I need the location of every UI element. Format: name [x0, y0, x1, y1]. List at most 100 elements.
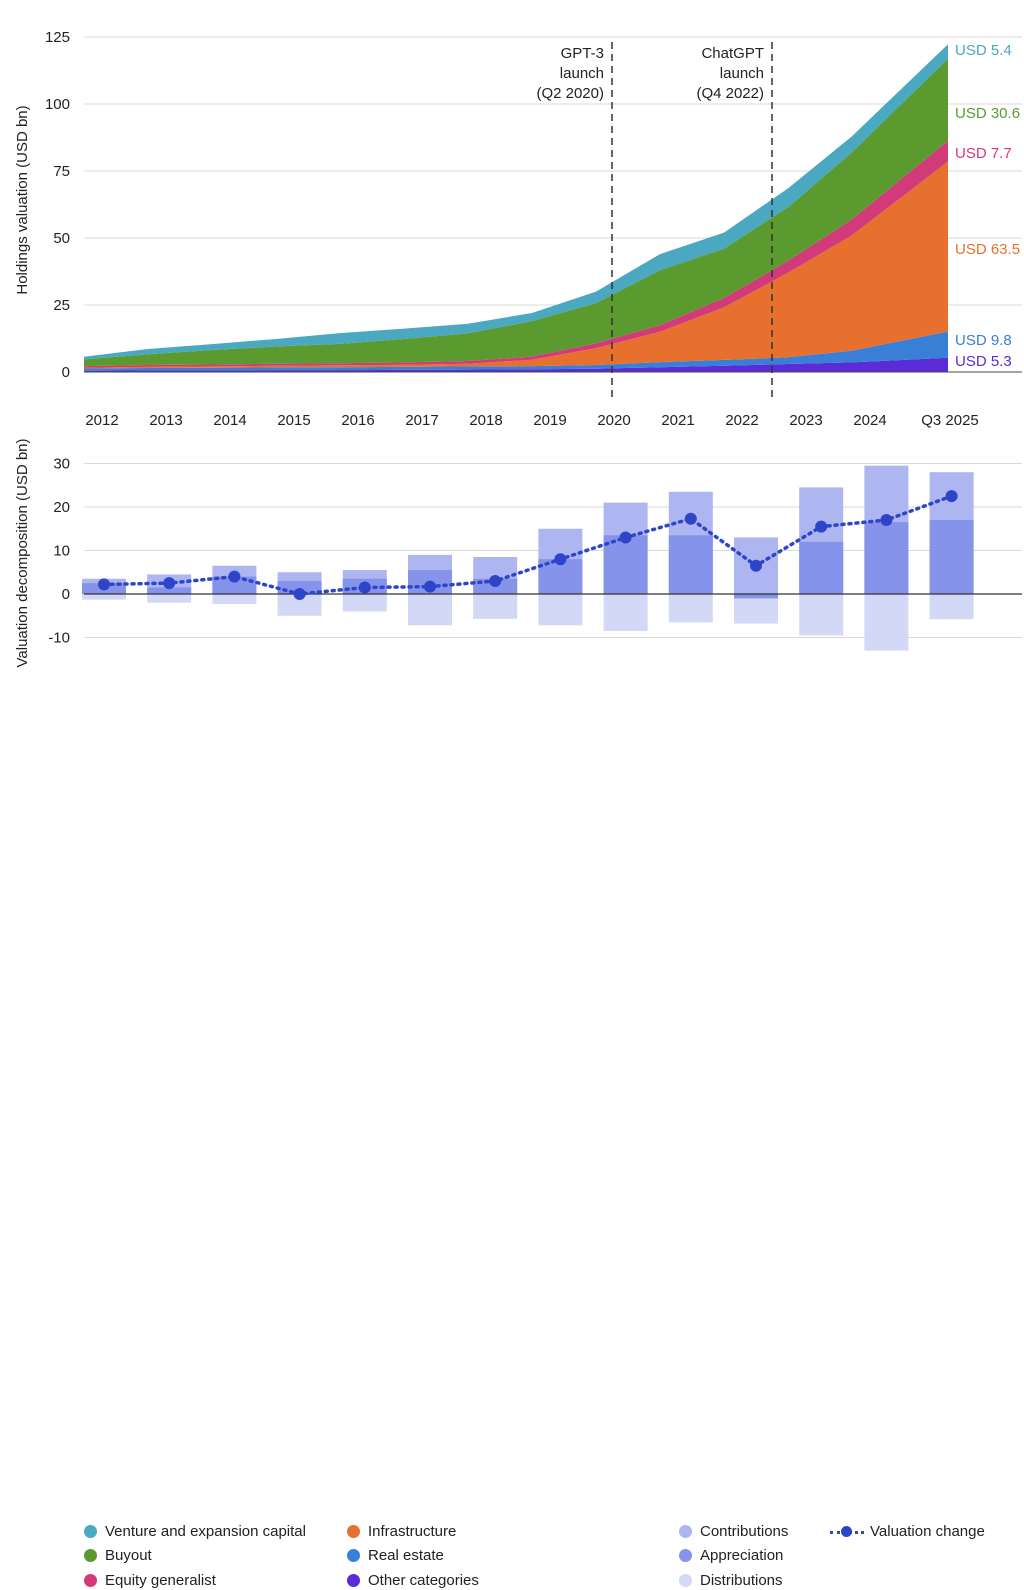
event-label-chatgpt-1: launch: [720, 65, 764, 82]
x-tick-label-2019: 2019: [533, 412, 566, 429]
bar-appreciation-2024: [864, 522, 909, 594]
legend-swatch-real-estate: [347, 1548, 360, 1562]
end-label-other-categories: USD 5.3: [955, 353, 1012, 370]
bar-distributions-2012: [82, 594, 126, 600]
x-tick-label-2018: 2018: [469, 412, 502, 429]
bar-distributions-2020: [603, 594, 648, 631]
event-label-gpt-3-1: launch: [560, 65, 604, 82]
holdings-area-chart: 0 25 50 75 100 125 USD 5.4 USD 30.6 USD 7.7 USD 6…: [14, 29, 1022, 429]
legend-swatch-contributions: [679, 1524, 692, 1538]
bar-appreciation-2013: [147, 587, 192, 594]
legend-label-buyout: Buyout: [105, 1546, 152, 1564]
bar-distributions-2017: [408, 594, 452, 626]
legend-swatch-other-categories: [347, 1573, 360, 1587]
point-valuation-change-2020: [619, 531, 632, 544]
legend-swatch-valuation-change: [830, 1525, 864, 1538]
point-valuation-change-2014: [228, 570, 241, 583]
point-valuation-change-2015: [293, 588, 306, 600]
point-valuation-change-2024: [880, 514, 893, 527]
legend-label-infrastructure: Infrastructure: [368, 1522, 457, 1540]
area-other-categories: [84, 357, 948, 372]
bar-distributions-2019: [538, 594, 583, 626]
legend-item-distributions: Distributions: [679, 1570, 783, 1590]
bar-distributions-2013: [147, 594, 192, 603]
point-valuation-change-2023: [815, 520, 828, 533]
end-label-venture-and-expansion-capital: USD 5.4: [955, 42, 1012, 59]
bar-distributions-2014: [212, 594, 257, 605]
y-tick-label-bottom-30: 30: [53, 456, 70, 473]
legend-item-contributions: Contributions: [679, 1521, 788, 1541]
point-valuation-change-2012: [98, 578, 110, 591]
bar-distributions-2024: [864, 594, 909, 651]
area-venture-and-expansion-capital: [84, 44, 948, 360]
y-tick-label-bottom-10: 10: [53, 543, 70, 560]
y-axis-label-bottom: Valuation decomposition (USD bn): [14, 438, 31, 667]
legend-item-venture: Venture and expansion capital: [84, 1521, 306, 1541]
bar-distributions-q3-2025: [929, 594, 974, 620]
point-valuation-change-2019: [554, 553, 567, 566]
bar-appreciation-q3-2025: [929, 520, 974, 594]
bar-appreciation-2020: [603, 535, 648, 594]
y-tick-label-top-50: 50: [53, 230, 70, 247]
x-tick-label-2014: 2014: [213, 412, 246, 429]
y-tick-label-top-25: 25: [53, 297, 70, 314]
legend-item-real-estate: Real estate: [347, 1545, 444, 1565]
bar-distributions-2022: [734, 594, 778, 624]
y-tick-label-top-125: 125: [45, 29, 70, 46]
legend-swatch-venture: [84, 1524, 97, 1538]
legend-item-appreciation: Appreciation: [679, 1545, 783, 1565]
point-valuation-change-q3-2025: [945, 490, 958, 503]
x-tick-label-2017: 2017: [405, 412, 438, 429]
legend-label-equity-generalist: Equity generalist: [105, 1571, 216, 1589]
legend-label-contributions: Contributions: [700, 1522, 789, 1540]
chart-figure: 0 25 50 75 100 125 USD 5.4 USD 30.6 USD 7.7 USD 6…: [14, 29, 1022, 1589]
x-tick-label-2024: 2024: [853, 412, 886, 429]
area-real-estate: [84, 331, 948, 371]
legend-label-real-estate: Real estate: [368, 1546, 444, 1564]
area-buyout: [84, 58, 948, 367]
y-tick-label-bottom-10: -10: [48, 630, 70, 647]
legend-swatch-equity-generalist: [84, 1573, 97, 1587]
y-tick-label-top-0: 0: [62, 364, 70, 381]
area-infrastructure: [84, 161, 948, 369]
y-axis-label-top: Holdings valuation (USD bn): [14, 105, 31, 294]
x-tick-label-2016: 2016: [341, 412, 374, 429]
x-tick-label-q3-2025: Q3 2025: [921, 412, 979, 429]
event-label-gpt-3-2: (Q2 2020): [536, 85, 604, 102]
legend-label-venture: Venture and expansion capital: [105, 1522, 306, 1540]
bar-distributions-2018: [473, 594, 518, 619]
bar-appreciation-2015: [277, 580, 322, 594]
legend-item-valuation-change: Valuation change: [830, 1521, 985, 1541]
x-tick-label-2021: 2021: [661, 412, 694, 429]
legend-item-infrastructure: Infrastructure: [347, 1521, 456, 1541]
bar-distributions-2016: [342, 594, 387, 612]
valuation-decomposition-chart: -10 0 10 20 30 Valuation decomposition (USD b…: [14, 438, 1022, 668]
legend-item-equity-generalist: Equity generalist: [84, 1570, 216, 1590]
legend-swatch-buyout: [84, 1548, 97, 1562]
legend-label-appreciation: Appreciation: [700, 1546, 784, 1564]
legend-swatch-appreciation: [679, 1548, 692, 1562]
legend-item-buyout: Buyout: [84, 1545, 152, 1565]
legend-swatch-distributions: [679, 1573, 692, 1587]
event-label-gpt-3-0: GPT-3: [561, 45, 604, 62]
x-tick-label-2022: 2022: [725, 412, 758, 429]
end-label-infrastructure: USD 63.5: [955, 241, 1020, 258]
point-valuation-change-2013: [163, 577, 176, 590]
bar-appreciation-2021: [668, 535, 713, 594]
x-tick-label-2012: 2012: [85, 412, 118, 429]
y-tick-label-bottom-20: 20: [53, 499, 70, 516]
event-label-chatgpt-2: (Q4 2022): [696, 85, 764, 102]
x-tick-label-2015: 2015: [277, 412, 310, 429]
point-valuation-change-2018: [489, 574, 502, 587]
x-tick-label-2020: 2020: [597, 412, 630, 429]
end-label-buyout: USD 30.6: [955, 105, 1020, 122]
point-valuation-change-2017: [424, 580, 436, 593]
y-tick-label-top-100: 100: [45, 96, 70, 113]
x-tick-label-2013: 2013: [149, 412, 182, 429]
x-tick-label-2023: 2023: [789, 412, 822, 429]
bar-distributions-2023: [799, 594, 844, 636]
end-label-equity-generalist: USD 7.7: [955, 145, 1012, 162]
point-valuation-change-2021: [684, 512, 697, 525]
legend-label-other-categories: Other categories: [368, 1571, 479, 1589]
